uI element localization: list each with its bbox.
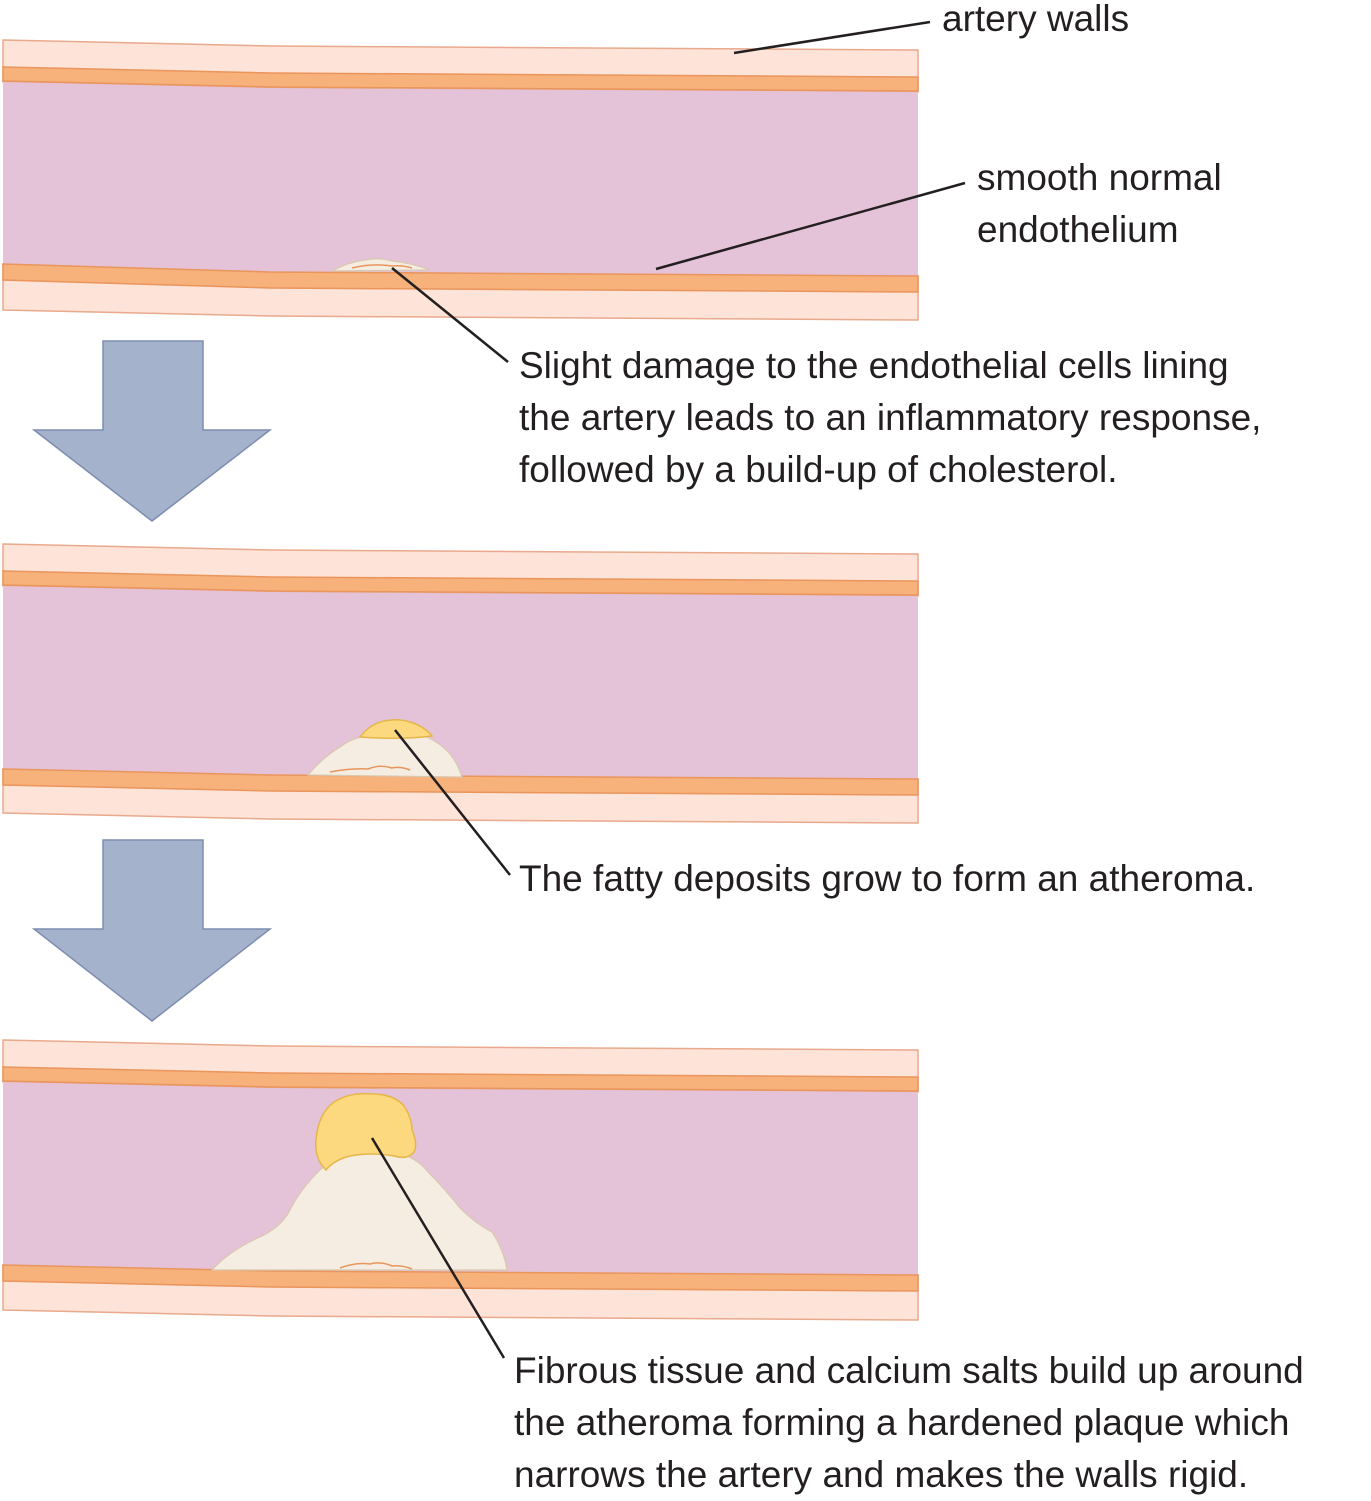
artery-lumen [3, 586, 918, 779]
lower-endothelium-band [2, 768, 919, 796]
label-artery-walls: artery walls [942, 0, 1130, 39]
leader-stage2 [394, 729, 511, 876]
artery-stage-1 [2, 39, 919, 321]
upper-endothelium-band [2, 66, 919, 92]
leader-stage1 [391, 267, 509, 363]
upper-endothelium-band [2, 570, 919, 596]
arrow-down-icon [31, 340, 273, 522]
upper-endothelium-band [2, 1066, 919, 1092]
artery-stage-3 [2, 1039, 919, 1321]
arrow-down-icon [31, 839, 273, 1022]
artery-lumen [3, 82, 918, 276]
calcified-lipid-core [314, 1092, 417, 1172]
artery-lumen [3, 1082, 918, 1275]
caption-stage-1: Slight damage to the endothelial cells l… [519, 345, 1262, 490]
artery-stage-2 [2, 543, 919, 824]
caption-stage-3: Fibrous tissue and calcium salts build u… [514, 1350, 1304, 1495]
leader-stage3 [370, 1137, 506, 1359]
lower-endothelium-band [2, 263, 919, 293]
label-smooth-endothelium: smooth normal endothelium [977, 157, 1222, 250]
caption-stage-2: The fatty deposits grow to form an ather… [519, 858, 1256, 899]
fatty-deposit [358, 718, 434, 740]
leader-smooth-endothelium [655, 181, 966, 271]
leader-artery-walls [733, 20, 931, 55]
lower-endothelium-band [2, 1264, 919, 1292]
